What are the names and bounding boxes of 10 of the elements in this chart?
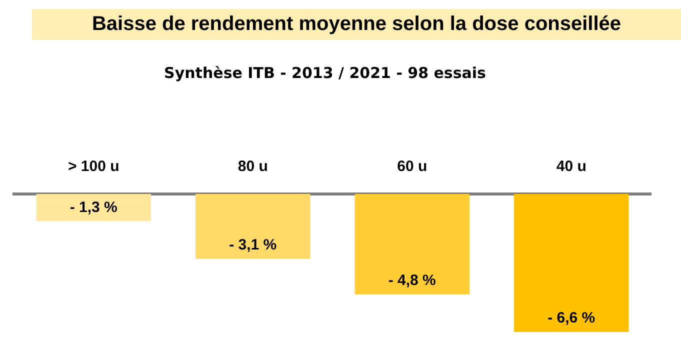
x-tick-label: 80 u: [238, 158, 268, 176]
data-label: - 6,6 %: [548, 310, 596, 327]
data-label: - 3,1 %: [229, 236, 277, 254]
chart-title: Baisse de rendement moyenne selon la dose conseillée: [92, 13, 622, 36]
x-tick-label: 60 u: [397, 158, 428, 176]
chart-subtitle: Synthèse ITB - 2013 / 2021 - 98 essais: [163, 64, 487, 82]
data-label: - 4,8 %: [388, 272, 436, 290]
x-tick-label: 40 u: [556, 158, 586, 176]
x-tick-label: > 100 u: [68, 158, 120, 176]
data-label: - 1,3 %: [70, 198, 118, 216]
